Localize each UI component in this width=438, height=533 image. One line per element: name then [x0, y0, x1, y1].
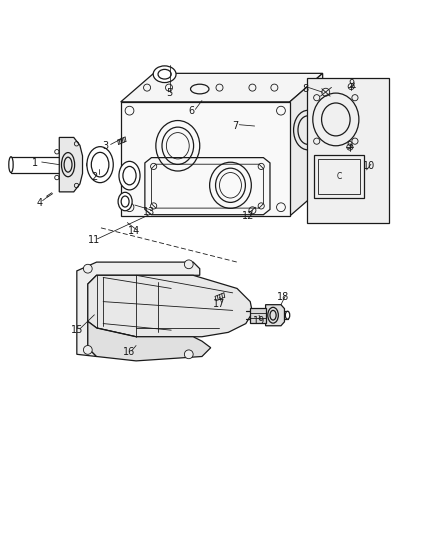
- Circle shape: [215, 84, 223, 91]
- Polygon shape: [289, 74, 322, 216]
- Circle shape: [276, 203, 285, 212]
- Polygon shape: [313, 155, 364, 198]
- Ellipse shape: [158, 69, 171, 79]
- Text: 1: 1: [32, 158, 38, 168]
- Circle shape: [125, 203, 134, 212]
- Polygon shape: [88, 321, 210, 361]
- Ellipse shape: [123, 166, 136, 185]
- Text: 9: 9: [345, 141, 351, 151]
- Text: 12: 12: [241, 211, 254, 221]
- Circle shape: [248, 84, 255, 91]
- Polygon shape: [120, 74, 322, 102]
- Text: 2: 2: [91, 172, 97, 182]
- Circle shape: [184, 260, 193, 269]
- Text: 8: 8: [301, 84, 307, 94]
- Polygon shape: [77, 262, 199, 357]
- Ellipse shape: [321, 103, 350, 136]
- Ellipse shape: [155, 120, 199, 171]
- Text: C: C: [336, 172, 341, 181]
- Text: 3: 3: [102, 141, 108, 151]
- Text: 19: 19: [252, 317, 265, 326]
- Polygon shape: [88, 275, 252, 337]
- Ellipse shape: [215, 168, 245, 203]
- Circle shape: [351, 95, 357, 101]
- Ellipse shape: [61, 152, 74, 177]
- Polygon shape: [250, 308, 265, 322]
- Circle shape: [143, 84, 150, 91]
- Text: 16: 16: [123, 347, 135, 357]
- Ellipse shape: [267, 308, 278, 323]
- Ellipse shape: [269, 310, 276, 320]
- Text: 14: 14: [127, 227, 140, 236]
- Circle shape: [83, 345, 92, 354]
- Text: 6: 6: [187, 106, 194, 116]
- Text: 18: 18: [276, 292, 289, 302]
- Text: 15: 15: [71, 325, 83, 335]
- Ellipse shape: [297, 116, 317, 144]
- Ellipse shape: [119, 161, 140, 190]
- Ellipse shape: [312, 93, 358, 146]
- Text: 9: 9: [347, 79, 353, 90]
- Circle shape: [184, 350, 193, 359]
- Ellipse shape: [91, 152, 109, 177]
- Ellipse shape: [153, 66, 176, 83]
- Polygon shape: [265, 305, 284, 326]
- Ellipse shape: [209, 162, 251, 208]
- Ellipse shape: [9, 157, 13, 173]
- Text: 10: 10: [362, 160, 374, 171]
- Circle shape: [125, 106, 134, 115]
- Ellipse shape: [293, 110, 321, 150]
- Circle shape: [313, 95, 319, 101]
- Circle shape: [165, 84, 172, 91]
- Circle shape: [83, 264, 92, 273]
- Circle shape: [270, 84, 277, 91]
- Ellipse shape: [121, 196, 129, 207]
- Text: 17: 17: [213, 299, 225, 309]
- Text: 7: 7: [231, 121, 237, 131]
- Text: 11: 11: [88, 235, 100, 245]
- Polygon shape: [59, 138, 82, 192]
- Text: 4: 4: [36, 198, 42, 208]
- Ellipse shape: [285, 311, 289, 319]
- Ellipse shape: [118, 192, 132, 211]
- Circle shape: [313, 138, 319, 144]
- Ellipse shape: [64, 157, 72, 172]
- Polygon shape: [307, 78, 388, 223]
- Circle shape: [276, 106, 285, 115]
- Ellipse shape: [190, 84, 208, 94]
- Text: 5: 5: [166, 88, 172, 98]
- Circle shape: [351, 138, 357, 144]
- Ellipse shape: [87, 147, 113, 183]
- Polygon shape: [120, 102, 289, 216]
- Text: 13: 13: [143, 207, 155, 216]
- Ellipse shape: [162, 127, 193, 165]
